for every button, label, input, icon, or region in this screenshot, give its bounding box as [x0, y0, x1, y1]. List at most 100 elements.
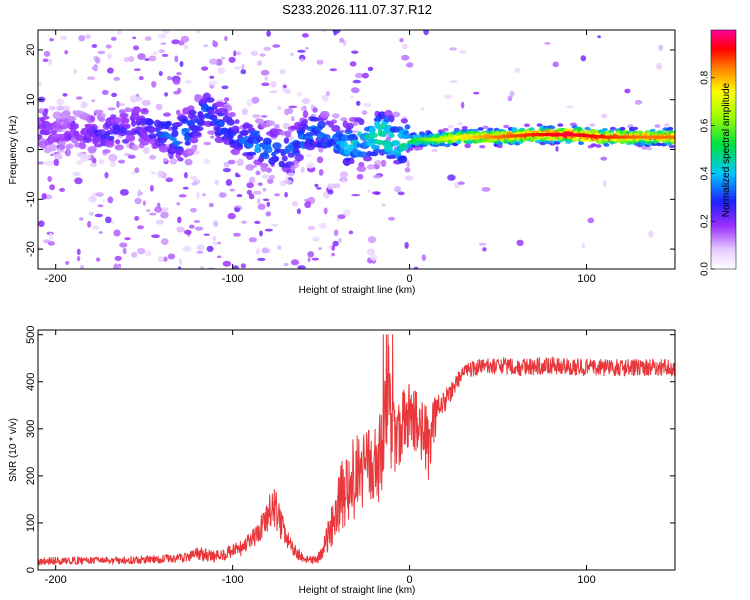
spectral-cell [266, 30, 271, 37]
spectral-cell [212, 39, 216, 47]
spectral-cell [178, 266, 182, 269]
spectral-cell [255, 170, 261, 176]
spectral-cell [38, 81, 42, 87]
spectral-cell [246, 182, 254, 189]
spectral-cell [157, 33, 167, 39]
spectral-cell [212, 220, 219, 227]
spectral-cell [243, 123, 254, 129]
colorbar-tick-label: 0.8 [700, 70, 711, 84]
spectral-cell [260, 123, 268, 128]
spectral-cell [248, 176, 256, 184]
spectral-cell [321, 30, 327, 33]
spectral-cell [49, 37, 54, 42]
spectral-cell [316, 187, 322, 190]
spectral-cell [336, 218, 340, 222]
spectral-cell [264, 76, 269, 81]
spectral-cell [164, 92, 169, 97]
spectral-cell [292, 147, 300, 154]
spectral-cell [88, 195, 97, 203]
spectral-cell [78, 142, 87, 150]
spectral-cell [137, 247, 146, 255]
spectral-cell [341, 179, 346, 183]
spectral-cell [648, 230, 654, 238]
spectral-cell [557, 123, 564, 127]
spectral-cell [178, 258, 183, 265]
spectral-cell [87, 220, 92, 228]
spectral-cell [482, 247, 487, 252]
spectral-cell [113, 76, 120, 81]
spectral-cell [193, 219, 201, 224]
spectral-cell [274, 124, 280, 130]
spectral-cell [296, 91, 302, 97]
spectral-cell [227, 212, 236, 220]
spectral-cell [300, 58, 304, 62]
spectral-cell [121, 117, 130, 124]
spectral-cell [89, 115, 95, 122]
spectral-cell [208, 202, 214, 208]
spectral-cell [262, 187, 267, 192]
spectral-cell [339, 37, 345, 43]
spectral-cell [338, 238, 342, 243]
spectral-cell [391, 111, 401, 118]
spectral-cell [117, 30, 122, 35]
spectral-cell [234, 119, 240, 125]
spectral-cell [277, 106, 282, 110]
spectral-cell [261, 247, 269, 254]
spectral-cell [148, 133, 157, 139]
spectral-cell [64, 149, 71, 157]
spectral-cell [98, 159, 105, 165]
spectral-cell [128, 56, 135, 63]
spectral-cell [91, 66, 96, 70]
spectral-cell [94, 56, 101, 64]
spectral-cell [161, 207, 169, 212]
spectral-cell [220, 56, 226, 60]
spectral-cell [439, 142, 446, 147]
spectral-cell [236, 158, 244, 167]
spectral-cell [349, 61, 357, 67]
spectral-cell [228, 139, 236, 145]
spectral-cell [170, 137, 177, 142]
spectral-cell [250, 50, 258, 56]
spectral-cell [307, 257, 311, 262]
spectral-cell [455, 140, 462, 144]
spectral-cell [326, 90, 330, 97]
spectral-cell [105, 216, 112, 224]
spectral-cell [97, 204, 104, 208]
spectral-cell [198, 113, 206, 121]
spectral-cell [154, 206, 163, 213]
spectral-cell [123, 56, 130, 63]
spectral-cell [111, 92, 118, 98]
spectral-cell [589, 123, 596, 127]
spectral-cell [259, 53, 266, 57]
spectral-cell [539, 141, 546, 146]
spectral-cell [49, 184, 55, 191]
spectral-cell [449, 80, 458, 83]
spectral-cell [356, 165, 367, 172]
spectral-cell [283, 179, 293, 184]
spectral-cell [333, 183, 341, 189]
spectral-cell [302, 110, 309, 119]
spectral-cell [367, 248, 375, 256]
spectral-cell [544, 42, 551, 45]
spectral-cell [223, 108, 229, 117]
spectral-cell [191, 145, 198, 152]
spectral-cell [76, 96, 83, 100]
spectral-cell [305, 162, 315, 169]
colorbar-gradient [711, 30, 736, 269]
spectral-cell [155, 103, 163, 111]
spectral-cell [366, 164, 375, 170]
spectral-cell [96, 257, 101, 262]
spectral-cell [222, 260, 232, 267]
spectral-cell [420, 106, 424, 111]
spectral-cell [290, 52, 294, 57]
spectral-cell [133, 68, 141, 71]
spectral-cell [203, 158, 211, 165]
spectral-cell [241, 64, 245, 70]
spectral-cell [372, 174, 382, 179]
spectral-cell [318, 146, 324, 153]
spectral-cell [92, 225, 100, 230]
spectral-cell [406, 160, 411, 168]
spectral-cell [137, 225, 144, 230]
spectral-cell [42, 115, 50, 120]
spectral-cell [124, 107, 133, 113]
